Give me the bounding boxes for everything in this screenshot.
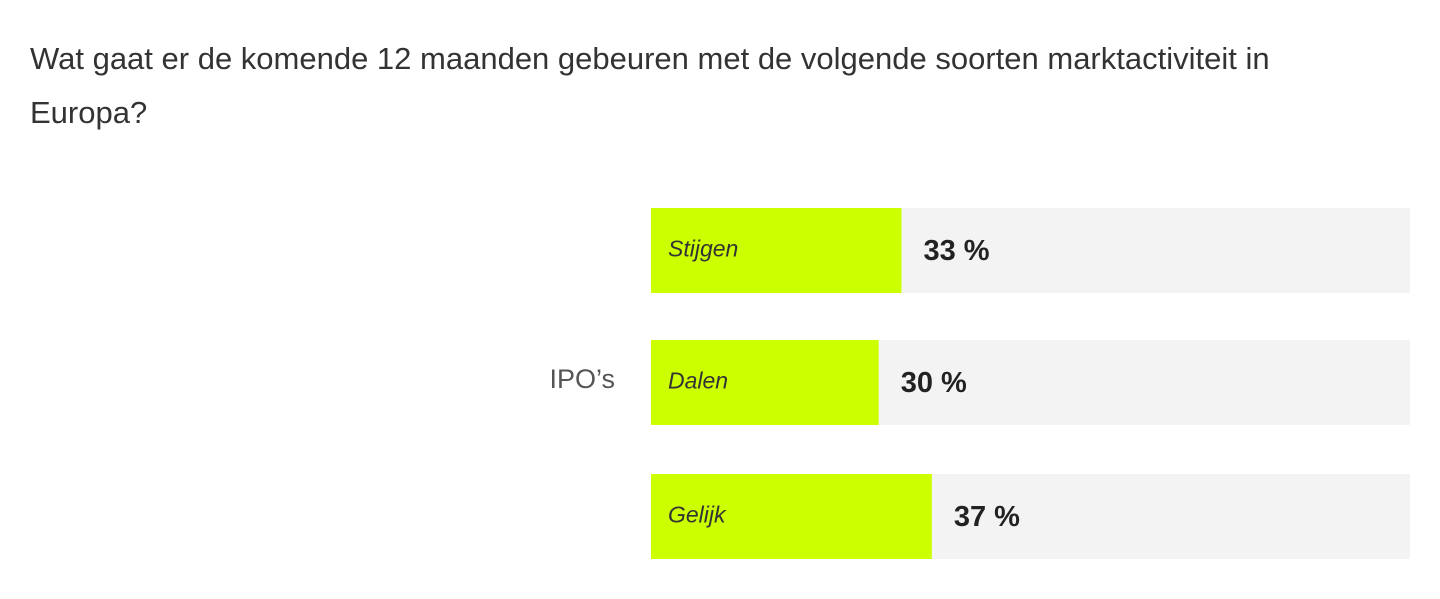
bar bbox=[651, 474, 932, 559]
bar bbox=[651, 340, 879, 425]
group-label: IPO’s bbox=[549, 364, 615, 394]
value-label: 37 % bbox=[954, 501, 1020, 533]
chart-title: Wat gaat er de komende 12 maanden gebeur… bbox=[30, 41, 1270, 130]
value-label: 33 % bbox=[923, 235, 989, 267]
category-label: Gelijk bbox=[668, 502, 727, 528]
value-label: 30 % bbox=[901, 367, 967, 399]
category-label: Stijgen bbox=[668, 236, 738, 262]
category-label: Dalen bbox=[668, 368, 728, 394]
bar bbox=[651, 208, 902, 293]
